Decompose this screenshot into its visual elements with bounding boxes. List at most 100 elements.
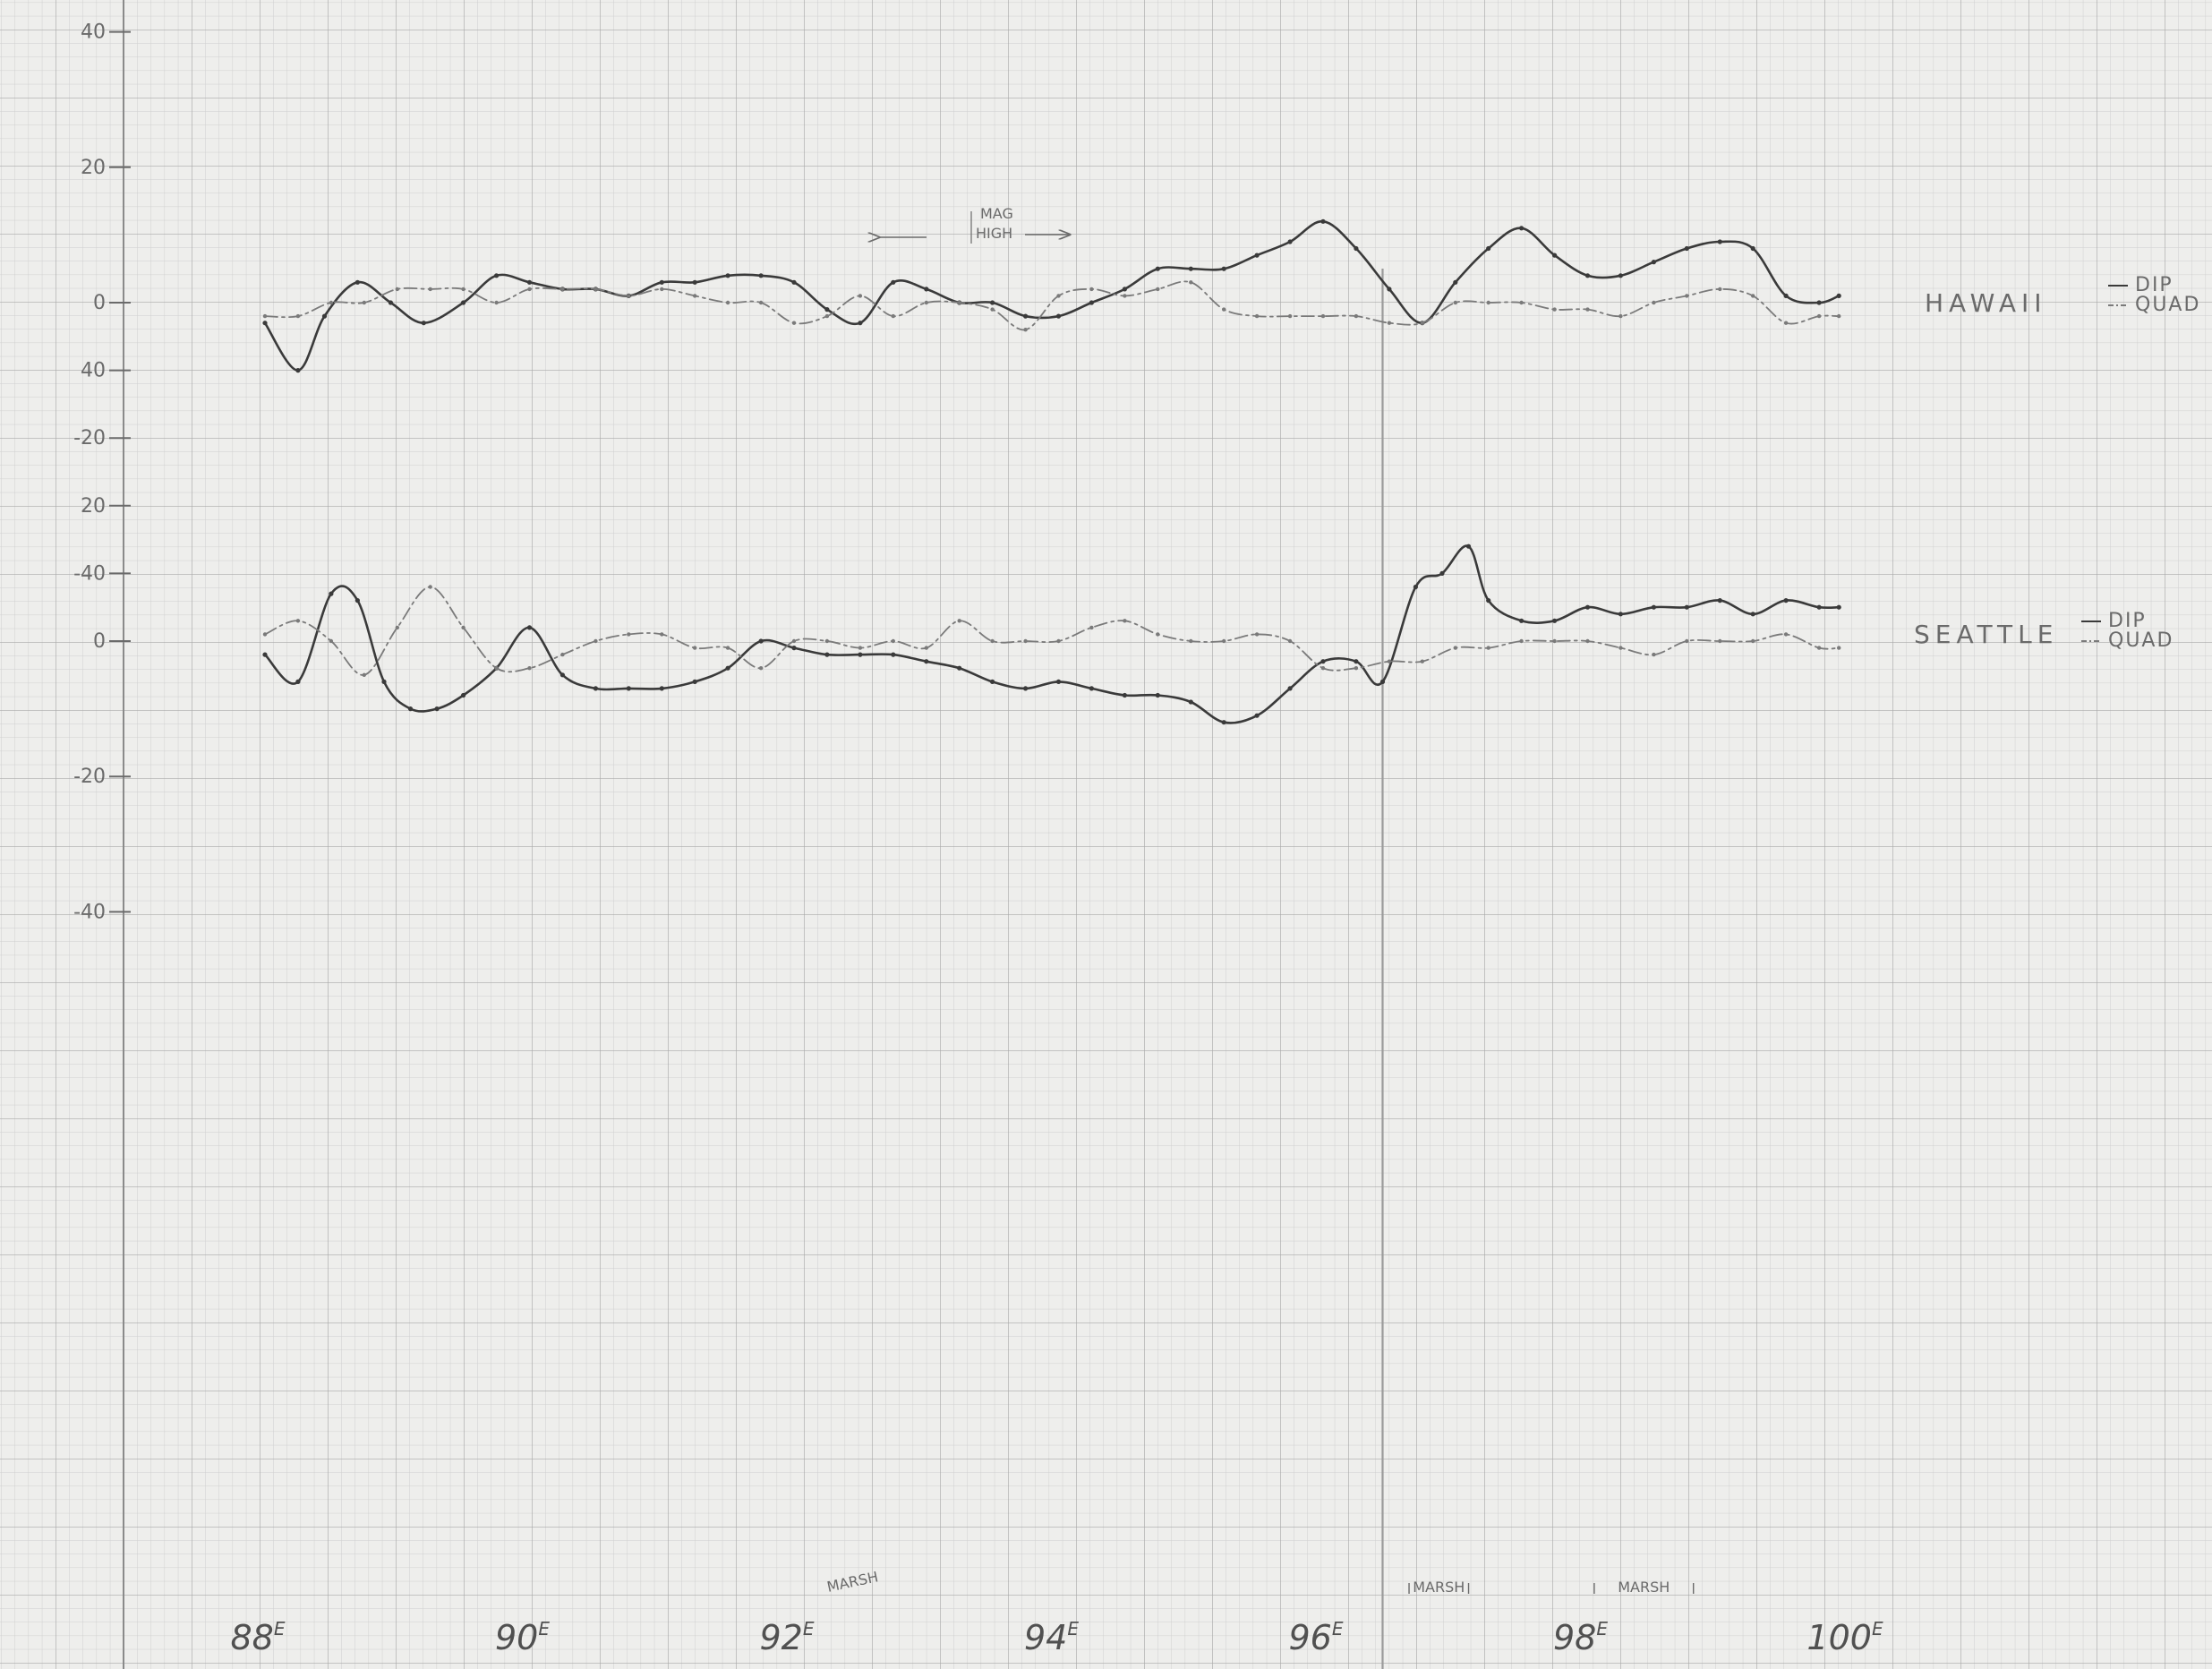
hawaii-dip-point <box>1651 260 1656 265</box>
hawaii-dip-point <box>1155 266 1160 271</box>
y-tick-label: 0 <box>93 630 106 653</box>
hawaii-quad-point <box>494 300 499 305</box>
hawaii-quad-point <box>725 300 730 305</box>
seattle-dip-point <box>461 692 466 698</box>
hawaii-dip-point <box>924 287 929 292</box>
hawaii-quad-point <box>1023 328 1028 332</box>
hawaii-dip-point <box>1750 245 1755 252</box>
hawaii-quad-point <box>362 300 366 305</box>
x-tick-number: 88 <box>231 1618 274 1657</box>
hawaii-quad-point <box>329 300 334 305</box>
seattle-dip-point <box>262 652 268 657</box>
y-tick-label: -20 <box>73 427 106 449</box>
seattle-quad-point <box>924 646 929 650</box>
x-tick-label: 94E <box>1024 1618 1079 1657</box>
seattle-quad-point <box>1453 646 1458 650</box>
y-tick-label: 20 <box>81 157 106 179</box>
x-tick-label: 92E <box>760 1618 815 1657</box>
seattle-dip-point <box>1465 543 1472 549</box>
hawaii-quad-point <box>791 321 797 325</box>
hawaii-quad-point <box>1783 321 1789 325</box>
seattle-dip-point <box>957 665 962 671</box>
seattle-dip-point <box>381 679 387 685</box>
seattle-dip-point <box>1684 604 1689 610</box>
hawaii-dip-point <box>824 307 830 312</box>
x-tick-number: 98 <box>1553 1618 1596 1657</box>
seattle-quad-point <box>527 666 532 671</box>
y-tick-label: -40 <box>73 562 106 585</box>
seattle-dip-point <box>1584 604 1591 610</box>
x-tick-label: 98E <box>1553 1618 1608 1657</box>
seattle-dip-point <box>692 679 697 685</box>
hawaii-dip-point <box>1354 245 1359 252</box>
hawaii-dip-point <box>1387 287 1392 292</box>
seattle-quad-point <box>1718 638 1722 644</box>
seattle-label: SEATTLE <box>1914 620 2058 649</box>
hawaii-quad-point <box>395 287 399 292</box>
seattle-quad-point <box>362 672 366 677</box>
x-tick-number: 94 <box>1024 1618 1067 1657</box>
hawaii-dip-point <box>1089 300 1094 305</box>
x-tick-number: 90 <box>495 1618 538 1657</box>
hawaii-quad-point <box>1585 307 1590 312</box>
seattle-quad-point <box>461 625 465 630</box>
hawaii-quad-point <box>1751 294 1755 298</box>
x-tick-number: 96 <box>1289 1618 1332 1657</box>
x-tick-label: 88E <box>231 1618 286 1657</box>
seattle-dip-point <box>559 672 566 678</box>
seattle-dip-point <box>1750 612 1755 617</box>
hawaii-quad-point <box>1089 287 1094 292</box>
x-tick-suffix: E <box>803 1618 815 1639</box>
hawaii-quad-point <box>461 287 465 292</box>
hawaii-dip-point <box>791 279 797 285</box>
seattle-dip-point <box>1486 598 1491 603</box>
hawaii-quad-point <box>295 313 301 319</box>
x-tick-suffix: E <box>1596 1618 1608 1639</box>
mag-note-line2: HIGH <box>976 225 1012 242</box>
seattle-quad-point <box>560 652 565 657</box>
seattle-quad-point <box>693 646 697 650</box>
seattle-dip-point <box>626 686 631 691</box>
hawaii-quad-point <box>1685 294 1689 298</box>
hawaii-quad-point <box>262 313 268 319</box>
hawaii-quad-point <box>1486 300 1490 305</box>
hawaii-dip-point <box>1618 273 1623 278</box>
seattle-quad-point <box>1287 638 1293 644</box>
hawaii-dip-point <box>1486 245 1491 252</box>
x-tick-label: 90E <box>495 1618 550 1657</box>
hawaii-quad-point <box>1320 313 1326 319</box>
seattle-dip-point <box>1651 604 1656 610</box>
seattle-dip-point <box>1055 679 1062 685</box>
seattle-quad-point <box>791 638 797 644</box>
seattle-quad-point <box>428 585 432 589</box>
hawaii-quad-point <box>1123 294 1127 298</box>
seattle-dip-point <box>791 646 797 651</box>
hawaii-dip-point <box>891 279 896 285</box>
seattle-quad-point <box>1354 666 1359 671</box>
seattle-quad-point <box>824 638 830 644</box>
seattle-quad-point <box>1056 638 1061 644</box>
seattle-legend-quad-label: QUAD <box>2108 629 2174 652</box>
hawaii-dip-point <box>1584 273 1591 278</box>
hawaii-dip-point <box>758 273 764 278</box>
hawaii-legend-quad-label: QUAD <box>2135 294 2200 316</box>
seattle-dip-point <box>1379 679 1386 685</box>
hawaii-dip-point <box>1519 226 1524 231</box>
seattle-quad-point <box>1123 619 1127 623</box>
hawaii-quad-point <box>1718 287 1722 292</box>
y-tick-label: 40 <box>81 21 106 44</box>
y-ticks: 40 20 0 40 -20 20 -40 0 -20 -40 <box>73 21 131 923</box>
hawaii-dip-point <box>461 300 466 305</box>
x-tick-label: 100E <box>1806 1618 1883 1657</box>
seattle-dip-point <box>1320 659 1326 664</box>
marsh-label: MARSH <box>1618 1579 1670 1596</box>
seattle-quad-point <box>1585 638 1590 644</box>
seattle-quad-point <box>1189 638 1193 644</box>
seattle-quad-point <box>594 638 598 644</box>
y-tick-label: 20 <box>81 495 106 518</box>
seattle-dip-point <box>329 591 334 596</box>
seattle-legend-dip-label: DIP <box>2108 610 2147 632</box>
